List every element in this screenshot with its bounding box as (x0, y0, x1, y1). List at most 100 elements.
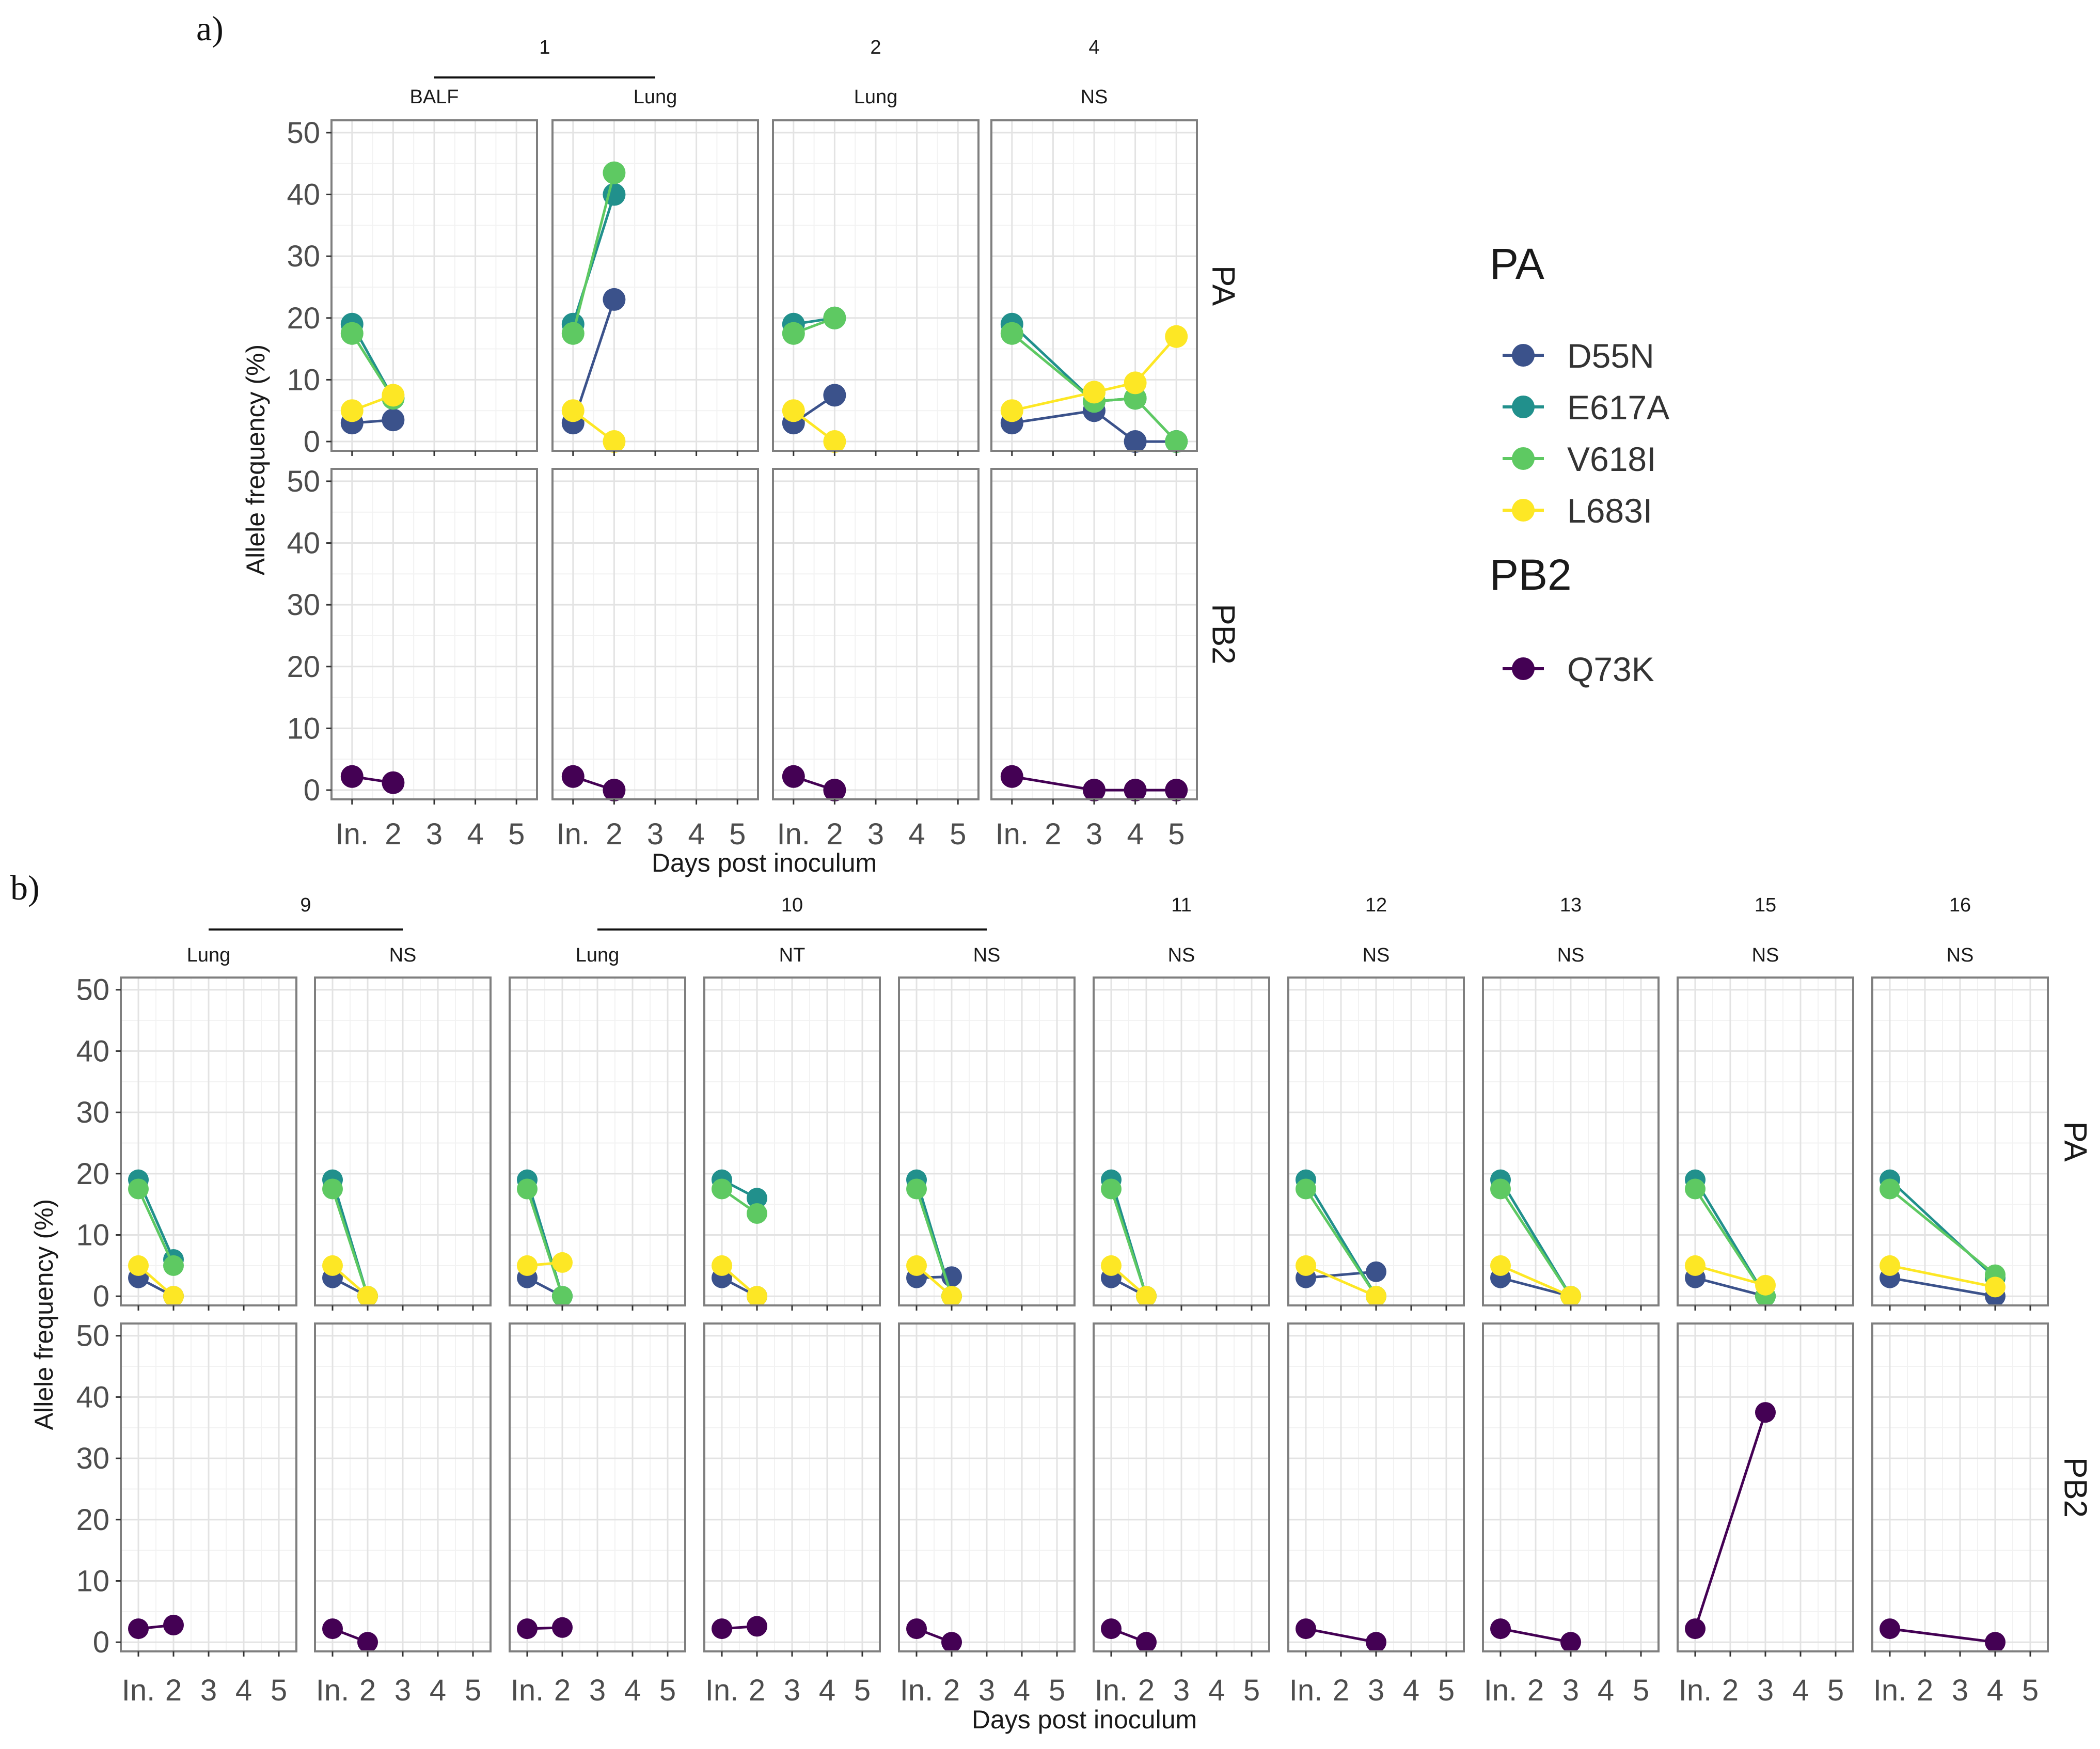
x-tick-label: 5 (659, 1674, 676, 1707)
data-point-V618I (552, 1286, 573, 1307)
data-point-L683I (1165, 325, 1188, 348)
legend-item-label: Q73K (1567, 650, 1654, 688)
y-tick-label: 40 (76, 1380, 109, 1414)
y-tick-label: 20 (287, 650, 320, 684)
animal-header: 12 (1365, 894, 1387, 916)
x-tick-label: 2 (1138, 1674, 1155, 1707)
data-point-V618I (1000, 322, 1023, 345)
tissue-label: NT (779, 944, 806, 966)
series-line-V618I (915, 1188, 953, 1297)
data-point-Q73K (1490, 1618, 1511, 1640)
data-point-L683I (941, 1286, 962, 1307)
x-tick-label: 5 (2022, 1674, 2039, 1707)
y-tick-label: 40 (287, 178, 320, 212)
data-point-L683I (1124, 371, 1147, 395)
x-tick-label: 3 (426, 817, 443, 851)
tissue-label: Lung (854, 86, 898, 108)
data-point-L683I (747, 1286, 767, 1307)
tissue-label: BALF (409, 86, 459, 108)
x-axis-title: Days post inoculum (972, 1705, 1197, 1734)
data-point-Q73K (1880, 1618, 1900, 1640)
tissue-label: Lung (634, 86, 677, 108)
data-point-Q73K (128, 1618, 149, 1640)
y-tick-label: 50 (76, 1319, 109, 1353)
data-point-V618I (322, 1178, 343, 1200)
x-tick-label: 2 (1527, 1674, 1544, 1707)
data-point-L683I (712, 1255, 732, 1276)
data-point-L683I (340, 399, 364, 422)
facet-panel (898, 976, 1076, 1311)
y-tick-label: 20 (76, 1503, 109, 1537)
x-tick-label: 3 (784, 1674, 800, 1707)
x-tick-label: 5 (1827, 1674, 1844, 1707)
x-tick-label: 4 (1792, 1674, 1809, 1707)
tissue-label: Lung (576, 944, 620, 966)
series-line-V618I (331, 1188, 369, 1297)
facet-panel (703, 976, 881, 1311)
data-point-L683I (823, 430, 846, 453)
data-point-V618I (340, 322, 364, 345)
facet-panel (990, 468, 1198, 805)
data-point-Q73K (163, 1614, 184, 1635)
y-tick-label: 50 (287, 465, 320, 498)
x-tick-label: 2 (385, 817, 401, 851)
x-tick-label: 3 (1952, 1674, 1968, 1707)
series-line-V618I (1889, 1188, 1996, 1276)
data-point-Q73K (1685, 1618, 1706, 1640)
animal-header: 1 (539, 37, 550, 58)
data-point-V618I (1296, 1178, 1316, 1200)
facet-panel (551, 468, 759, 805)
data-point-D55N (823, 384, 846, 407)
data-point-D55N (1366, 1261, 1386, 1282)
x-tick-label: 2 (165, 1674, 182, 1707)
facet-panel (1287, 1322, 1465, 1657)
series-line-V618I (137, 1188, 175, 1266)
x-tick-label: 4 (1598, 1674, 1614, 1707)
series-line-L683I (1889, 1264, 1996, 1288)
legend-item-label: V618I (1567, 440, 1656, 478)
data-point-L683I (517, 1255, 538, 1276)
x-tick-label: 5 (1438, 1674, 1455, 1707)
data-point-V618I (906, 1178, 927, 1200)
data-point-V618I (603, 161, 626, 184)
x-tick-label: In. (511, 1674, 544, 1707)
series-line-D55N (1500, 1277, 1571, 1298)
x-tick-label: In. (705, 1674, 739, 1707)
series-line-D55N (1305, 1270, 1377, 1280)
data-point-L683I (1685, 1255, 1706, 1276)
animal-header: 2 (870, 37, 881, 58)
y-tick-label: 0 (304, 774, 320, 807)
x-tick-label: 5 (729, 817, 746, 851)
y-tick-label: 10 (287, 712, 320, 745)
facet-panel (990, 119, 1198, 456)
series-line-Q73K (1500, 1627, 1571, 1644)
x-tick-label: 3 (1368, 1674, 1384, 1707)
animal-header: 11 (1171, 894, 1191, 916)
x-tick-label: 4 (688, 817, 704, 851)
x-tick-label: 5 (271, 1674, 287, 1707)
data-point-Q73K (712, 1618, 732, 1640)
y-tick-label: 40 (287, 527, 320, 560)
row-strip-label: PB2 (1206, 604, 1241, 664)
x-tick-label: In. (996, 817, 1029, 851)
data-point-Q73K (1366, 1632, 1386, 1653)
facet-panel (314, 1322, 492, 1657)
y-tick-label: 10 (287, 363, 320, 397)
data-point-L683I (782, 399, 805, 422)
data-point-Q73K (1136, 1632, 1157, 1653)
x-tick-label: In. (1095, 1674, 1128, 1707)
facet-panel (330, 119, 538, 456)
data-point-D55N (382, 408, 405, 432)
data-point-L683I (1985, 1277, 2006, 1298)
x-tick-label: In. (1484, 1674, 1518, 1707)
facet-panel (703, 1322, 881, 1657)
legend-item-label: D55N (1567, 337, 1654, 375)
y-tick-label: 30 (287, 588, 320, 622)
x-tick-label: 4 (1403, 1674, 1419, 1707)
legend: PA D55N E617A V618I L683I PB2 Q73K (1490, 240, 1669, 688)
data-point-Q73K (561, 765, 585, 788)
y-tick-label: 30 (76, 1096, 109, 1129)
facet-panel (1677, 976, 1854, 1311)
data-point-L683I (128, 1255, 149, 1276)
